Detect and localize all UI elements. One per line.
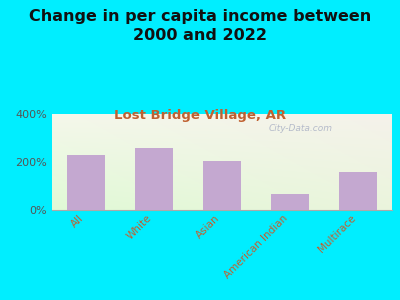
Bar <box>135 148 173 210</box>
Bar <box>271 194 309 210</box>
Text: City-Data.com: City-Data.com <box>268 124 332 133</box>
Text: Lost Bridge Village, AR: Lost Bridge Village, AR <box>114 110 286 122</box>
Bar <box>67 155 105 210</box>
Bar <box>339 172 377 210</box>
Text: Change in per capita income between
2000 and 2022: Change in per capita income between 2000… <box>29 9 371 43</box>
Bar <box>203 161 241 210</box>
